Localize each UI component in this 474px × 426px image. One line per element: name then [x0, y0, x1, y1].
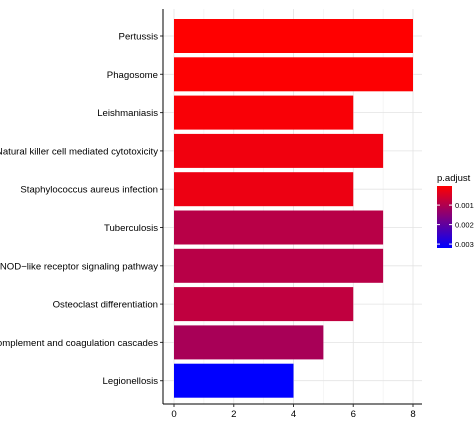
- legend-title: p.adjust: [437, 173, 471, 184]
- legend-tick-label: 0.003: [455, 240, 474, 249]
- y-tick-label: NOD−like receptor signaling pathway: [0, 261, 158, 272]
- bar: [174, 325, 324, 360]
- y-tick-label: Pertussis: [119, 32, 159, 43]
- bar: [174, 363, 294, 398]
- legend-tick-label: 0.001: [455, 201, 474, 210]
- y-tick-label: Leishmaniasis: [97, 108, 158, 119]
- x-tick-label: 2: [231, 409, 236, 420]
- y-tick-label: Legionellosis: [103, 376, 159, 387]
- bar: [174, 248, 384, 283]
- x-tick-label: 8: [410, 409, 415, 420]
- y-tick-label: Phagosome: [107, 70, 158, 81]
- bar: [174, 95, 354, 130]
- x-tick-label: 0: [171, 409, 176, 420]
- color-legend: p.adjust 0.001 0.002 0.003: [437, 173, 474, 249]
- bar: [174, 133, 384, 168]
- y-tick-label: Complement and coagulation cascades: [0, 338, 158, 349]
- y-tick-label: Staphylococcus aureus infection: [20, 185, 158, 196]
- bar: [174, 172, 354, 207]
- bar: [174, 57, 413, 92]
- bar: [174, 19, 413, 53]
- y-tick-label: Osteoclast differentiation: [53, 300, 158, 311]
- legend-tick-label: 0.002: [455, 221, 474, 230]
- x-tick-label: 4: [291, 409, 297, 420]
- bar: [174, 287, 354, 322]
- y-tick-label: Tuberculosis: [104, 223, 158, 234]
- x-axis: 0 2 4 6 8: [162, 9, 422, 420]
- bar: [174, 210, 384, 245]
- y-tick-label: Natural killer cell mediated cytotoxicit…: [0, 146, 158, 157]
- x-tick-label: 6: [351, 409, 356, 420]
- y-tick-labels: Pertussis Phagosome Leishmaniasis Natural k…: [0, 32, 163, 387]
- bars: [174, 19, 413, 398]
- legend-colorbar: [437, 186, 452, 248]
